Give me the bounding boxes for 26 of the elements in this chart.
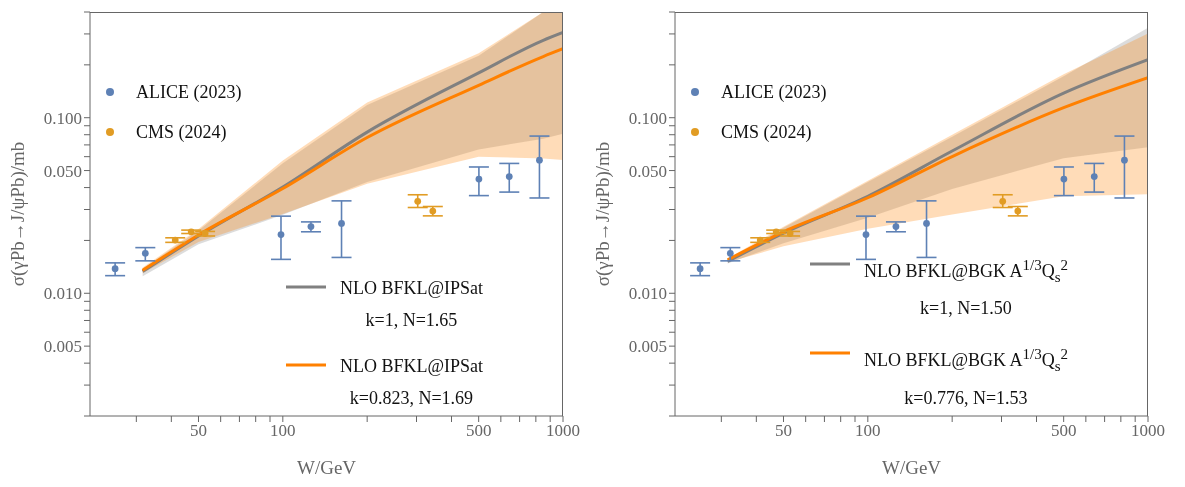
x-tick-label: 500 (465, 421, 492, 441)
x-tick-label: 500 (1050, 421, 1077, 441)
x-axis-title: W/GeV (881, 457, 942, 478)
y-tick-label: 0.005 (43, 337, 82, 357)
y-tick-label: 0.100 (43, 108, 82, 128)
y-axis-title: σ(γPb→J/ψPb)/mb (7, 141, 29, 287)
y-tick-label: 0.050 (628, 161, 667, 181)
x-tick-label: 1000 (1131, 421, 1165, 441)
y-tick-label: 0.050 (43, 161, 82, 181)
y-axis-title: σ(γPb→J/ψPb)/mb (592, 141, 614, 287)
x-tick-label: 50 (189, 421, 207, 441)
y-tick-label: 0.100 (628, 108, 667, 128)
legend-label: ALICE (2023) (721, 81, 827, 103)
legend-label: NLO BFKL@IPSat k=0.823, N=1.69 (339, 355, 483, 410)
x-tick-label: 1000 (546, 421, 580, 441)
y-tick-label: 0.010 (43, 284, 82, 304)
x-tick-label: 50 (774, 421, 792, 441)
legend-label: NLO BFKL@IPSat k=1, N=1.65 (339, 277, 483, 332)
x-axis-title: W/GeV (296, 457, 357, 478)
x-tick-label: 100 (855, 421, 881, 441)
legend-label: CMS (2024) (136, 121, 227, 143)
y-tick-label: 0.010 (628, 284, 667, 304)
y-tick-label: 0.005 (628, 337, 667, 357)
legend-label: CMS (2024) (721, 121, 812, 143)
x-tick-label: 100 (270, 421, 296, 441)
legend-label: ALICE (2023) (136, 81, 242, 103)
